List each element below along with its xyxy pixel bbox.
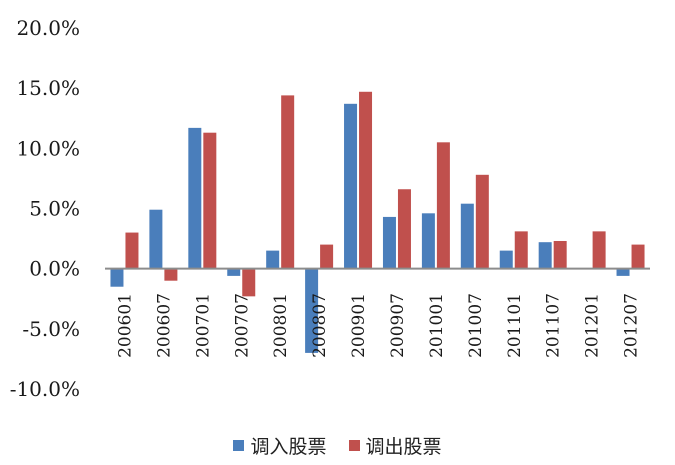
legend: 调入股票 调出股票 — [0, 432, 675, 458]
bar-series-2-201001 — [436, 142, 450, 269]
x-tick-label: 200707 — [232, 293, 252, 358]
x-tick-label: 200601 — [115, 293, 135, 358]
x-tick-label: 201201 — [583, 293, 603, 358]
x-axis-ticks: 200601 200607 200701 200707 200801 200807 2009… — [115, 293, 641, 358]
bar-series-1-201101 — [499, 250, 513, 269]
x-tick-label: 201107 — [544, 293, 564, 358]
bar-series-2-200807 — [320, 244, 334, 269]
x-tick-label: 200701 — [193, 293, 213, 358]
bar-series-2-200801 — [281, 95, 295, 269]
y-tick-label: 5.0% — [29, 197, 80, 221]
bar-series-1-201107 — [538, 242, 552, 269]
legend-label-series-1: 调入股票 — [250, 435, 327, 458]
bars — [110, 91, 645, 353]
legend-item-series-1: 调入股票 — [233, 432, 327, 459]
bar-series-1-200807 — [305, 268, 319, 353]
y-tick-label: 15.0% — [16, 76, 80, 100]
y-tick-label: -5.0% — [22, 317, 80, 341]
bar-series-1-200901 — [344, 103, 358, 269]
x-tick-label: 200607 — [154, 293, 174, 358]
bar-series-2-201201 — [592, 231, 606, 269]
x-tick-label: 200807 — [310, 293, 330, 358]
bar-series-2-201107 — [553, 240, 567, 269]
x-tick-label: 201007 — [466, 293, 486, 358]
bar-series-2-200707 — [242, 268, 256, 297]
legend-swatch-series-2 — [348, 439, 360, 451]
bar-series-2-201007 — [475, 174, 489, 269]
x-tick-label: 201101 — [505, 293, 525, 358]
legend-swatch-series-1 — [233, 439, 245, 451]
y-tick-label: 0.0% — [29, 257, 80, 281]
bar-series-1-201207 — [616, 268, 630, 276]
bar-series-2-200601 — [125, 232, 139, 269]
bar-series-2-200701 — [203, 132, 217, 269]
bar-series-1-200701 — [188, 127, 202, 269]
bar-series-1-200607 — [149, 209, 163, 269]
bar-series-1-200801 — [266, 250, 280, 269]
bar-series-2-200901 — [359, 91, 373, 269]
bar-series-2-200907 — [397, 189, 411, 269]
x-tick-label: 200907 — [388, 293, 408, 358]
bar-series-2-200607 — [164, 268, 178, 281]
bar-series-2-201101 — [514, 231, 528, 269]
x-tick-label: 201207 — [622, 293, 642, 358]
legend-item-series-2: 调出股票 — [348, 432, 442, 459]
bar-series-2-201207 — [631, 244, 645, 269]
x-tick-label: 200801 — [271, 293, 291, 358]
y-tick-label: -10.0% — [10, 377, 80, 401]
bar-series-1-200907 — [382, 216, 396, 269]
bar-series-1-200707 — [227, 268, 241, 276]
x-tick-label: 200901 — [349, 293, 369, 358]
x-tick-label: 201001 — [427, 293, 447, 358]
legend-label-series-2: 调出股票 — [365, 435, 442, 458]
bar-series-1-201001 — [421, 213, 435, 269]
y-axis-ticks: 20.0% 15.0% 10.0% 5.0% 0.0% -5.0% -10.0% — [10, 16, 80, 401]
y-tick-label: 10.0% — [16, 136, 80, 160]
bar-series-1-200601 — [110, 268, 124, 287]
bar-series-1-201007 — [460, 203, 474, 269]
y-tick-label: 20.0% — [16, 16, 80, 40]
